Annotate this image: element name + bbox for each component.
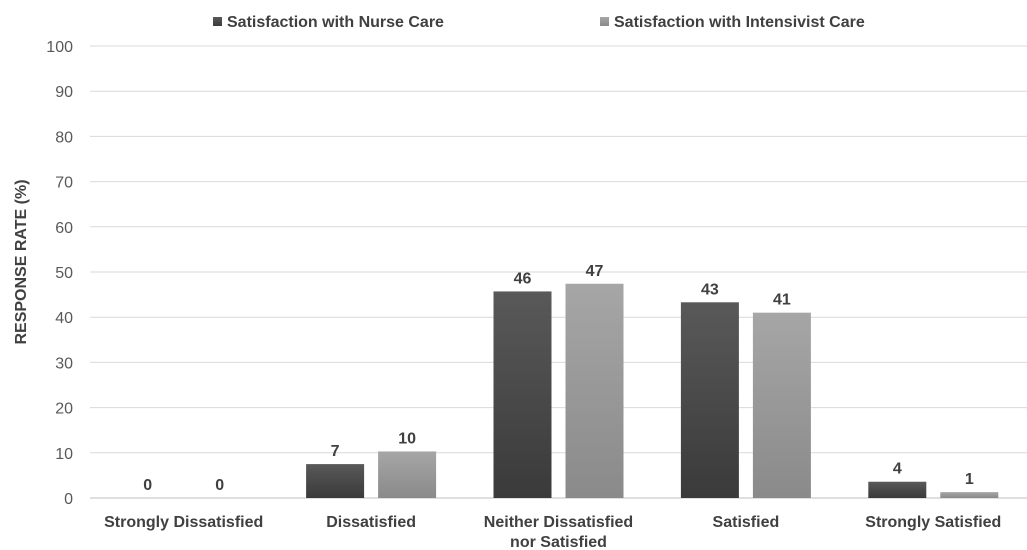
data-label: 10 <box>398 430 416 447</box>
y-tick-label: 60 <box>55 220 73 237</box>
x-category-label: Dissatisfied <box>326 514 416 531</box>
data-label: 7 <box>331 443 340 460</box>
x-category-label: Neither Dissatisfied <box>484 514 633 531</box>
data-label: 43 <box>701 281 719 298</box>
data-label: 47 <box>586 263 604 280</box>
x-category-label: Strongly Satisfied <box>865 514 1001 531</box>
data-label: 41 <box>773 292 791 309</box>
y-tick-label: 90 <box>55 84 73 101</box>
bar-series-2 <box>752 312 811 498</box>
bar-series-2 <box>940 492 999 498</box>
y-tick-label: 0 <box>64 491 73 508</box>
bar-series-2 <box>378 451 437 498</box>
bar-series-1 <box>868 481 927 498</box>
y-axis-label: RESPONSE RATE (%) <box>13 179 30 344</box>
legend-swatch <box>600 17 609 26</box>
x-axis-categories: Strongly Dissatisfied Dissatisfied Neither… <box>104 514 1001 550</box>
bar-series-1 <box>306 464 365 498</box>
bar-series-2 <box>565 283 624 498</box>
data-label: 1 <box>965 471 974 488</box>
y-tick-label: 40 <box>55 310 73 327</box>
legend-swatch <box>213 17 222 26</box>
x-category-label: Strongly Dissatisfied <box>104 514 263 531</box>
data-label: 0 <box>215 477 224 494</box>
data-label: 0 <box>143 477 152 494</box>
data-label: 4 <box>893 461 902 478</box>
legend: Satisfaction with Nurse Care Satisfaction… <box>213 14 865 31</box>
gridlines <box>90 45 1027 499</box>
y-tick-label: 30 <box>55 355 73 372</box>
bar-series-1 <box>680 302 739 498</box>
y-tick-label: 100 <box>46 39 73 56</box>
data-label: 46 <box>514 270 532 287</box>
bar-series-1 <box>493 291 552 498</box>
y-tick-label: 10 <box>55 446 73 463</box>
bars <box>306 283 999 498</box>
x-category-label: Satisfied <box>713 514 780 531</box>
y-tick-label: 50 <box>55 265 73 282</box>
y-tick-label: 20 <box>55 401 73 418</box>
x-category-label: nor Satisfied <box>510 534 607 550</box>
legend-label: Satisfaction with Intensivist Care <box>614 14 865 31</box>
y-tick-label: 80 <box>55 129 73 146</box>
y-axis-ticks: 0 10 20 30 40 50 60 70 80 90 100 <box>46 39 73 508</box>
legend-label: Satisfaction with Nurse Care <box>227 14 444 31</box>
y-tick-label: 70 <box>55 175 73 192</box>
